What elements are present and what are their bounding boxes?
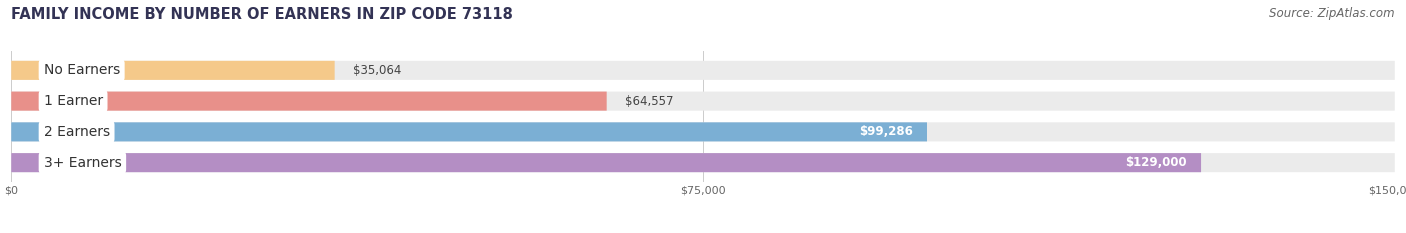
Text: $99,286: $99,286 [859, 125, 912, 138]
Text: FAMILY INCOME BY NUMBER OF EARNERS IN ZIP CODE 73118: FAMILY INCOME BY NUMBER OF EARNERS IN ZI… [11, 7, 513, 22]
Text: 3+ Earners: 3+ Earners [44, 156, 121, 170]
Text: 1 Earner: 1 Earner [44, 94, 103, 108]
Text: 2 Earners: 2 Earners [44, 125, 110, 139]
Text: Source: ZipAtlas.com: Source: ZipAtlas.com [1270, 7, 1395, 20]
Text: $64,557: $64,557 [626, 95, 673, 108]
FancyBboxPatch shape [11, 122, 927, 141]
FancyBboxPatch shape [11, 92, 1395, 111]
FancyBboxPatch shape [11, 61, 335, 80]
Text: $129,000: $129,000 [1126, 156, 1187, 169]
FancyBboxPatch shape [11, 61, 1395, 80]
FancyBboxPatch shape [11, 153, 1201, 172]
FancyBboxPatch shape [11, 122, 1395, 141]
FancyBboxPatch shape [11, 153, 1395, 172]
FancyBboxPatch shape [11, 92, 606, 111]
Text: No Earners: No Earners [44, 63, 120, 77]
Text: $35,064: $35,064 [353, 64, 402, 77]
